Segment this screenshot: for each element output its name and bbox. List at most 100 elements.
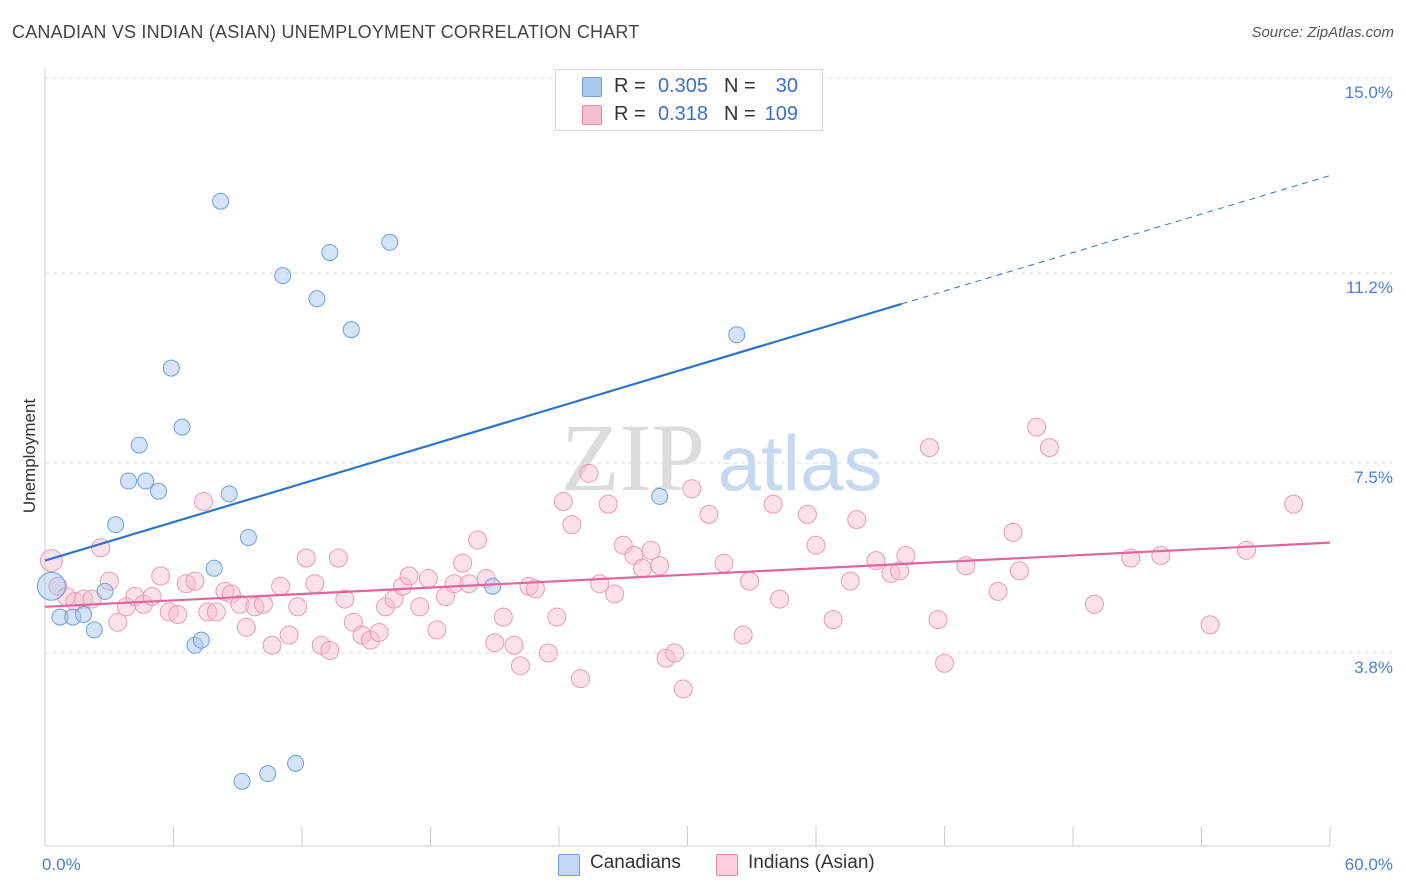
data-point-indians-asian [740, 571, 760, 591]
trend-line-indians-asian [44, 541, 1331, 608]
data-point-indians-asian [1084, 594, 1104, 614]
data-point-indians-asian [328, 548, 348, 568]
data-point-indians-asian [1284, 494, 1304, 514]
data-point-canadians [130, 436, 148, 454]
watermark-zip: ZIP [561, 404, 705, 511]
data-point-indians-asian [320, 640, 340, 660]
data-point-indians-asian [510, 656, 530, 676]
data-point-indians-asian [410, 597, 430, 617]
data-point-indians-asian [335, 589, 355, 609]
data-point-indians-asian [1027, 417, 1047, 437]
data-point-canadians [162, 359, 180, 377]
data-point-indians-asian [866, 551, 886, 571]
data-point-canadians [381, 233, 399, 251]
data-point-indians-asian [823, 610, 843, 630]
source-label: Source: ZipAtlas.com [1251, 24, 1394, 41]
data-point-indians-asian [393, 576, 413, 596]
data-point-canadians [728, 326, 746, 344]
legend-swatch-indians-asian [582, 105, 602, 125]
axes [44, 68, 1331, 847]
data-point-canadians [321, 244, 339, 262]
data-point-indians-asian [605, 584, 625, 604]
data-point-indians-asian [39, 549, 63, 573]
data-point-indians-asian [988, 581, 1008, 601]
legend-swatch-canadians [582, 77, 602, 97]
data-point-indians-asian [650, 556, 670, 576]
data-point-indians-asian [305, 574, 325, 594]
legend-n-label: N = [724, 75, 756, 97]
data-point-indians-asian [271, 576, 291, 596]
data-point-indians-asian [562, 515, 582, 535]
data-point-indians-asian [665, 643, 685, 663]
legend-n-value: 30 [775, 75, 798, 97]
data-point-indians-asian [714, 553, 734, 573]
data-point-indians-asian [1236, 540, 1256, 560]
data-point-indians-asian [847, 510, 867, 530]
data-point-canadians [36, 571, 66, 601]
data-point-indians-asian [108, 612, 128, 632]
correlation-legend: R = 0.305 N = 30 R = 0.318 N = 109 [555, 69, 823, 131]
trend-line-canadians [44, 302, 902, 562]
data-point-canadians [287, 754, 305, 772]
data-point-canadians [342, 321, 360, 339]
data-point-indians-asian [418, 569, 438, 589]
data-point-indians-asian [733, 625, 753, 645]
data-point-indians-asian [1003, 522, 1023, 542]
data-point-indians-asian [896, 545, 916, 565]
tick-labels: 3.8% 7.5% 11.2% 15.0% 0.0% 60.0% [42, 83, 1393, 874]
data-point-indians-asian [296, 548, 316, 568]
x-tick-label: 60.0% [1345, 855, 1393, 874]
data-point-indians-asian [547, 607, 567, 627]
data-point-indians-asian [920, 438, 940, 458]
data-point-canadians [259, 765, 277, 783]
data-point-indians-asian [262, 635, 282, 655]
data-point-indians-asian [493, 607, 513, 627]
data-point-indians-asian [538, 643, 558, 663]
data-point-indians-asian [253, 594, 273, 614]
y-axis-label: Unemployment [20, 399, 39, 514]
data-point-indians-asian [797, 504, 817, 524]
data-point-indians-asian [525, 579, 545, 599]
data-point-indians-asian [453, 553, 473, 573]
legend-swatch-indians-asian [716, 854, 738, 876]
data-point-indians-asian [598, 494, 618, 514]
data-point-indians-asian [168, 604, 188, 624]
data-point-indians-asian [1009, 561, 1029, 581]
data-point-canadians [205, 559, 223, 577]
data-point-canadians [308, 290, 326, 308]
data-point-indians-asian [1039, 438, 1059, 458]
data-point-canadians [107, 516, 125, 534]
data-point-indians-asian [151, 566, 171, 586]
legend-r-label: R = [614, 103, 646, 125]
data-point-canadians [484, 577, 502, 595]
data-point-indians-asian [504, 635, 524, 655]
data-point-indians-asian [185, 571, 205, 591]
data-point-indians-asian [935, 653, 954, 673]
data-point-indians-asian [763, 494, 783, 514]
data-point-indians-asian [553, 492, 573, 512]
data-point-indians-asian [230, 594, 250, 614]
data-point-indians-asian [590, 574, 610, 594]
data-point-canadians [96, 582, 114, 600]
series-indians-asian [39, 417, 1304, 699]
trend-extension-canadians [901, 175, 1331, 305]
grid [45, 77, 1392, 654]
legend-row-indians-asian: R = 0.318 N = 109 [556, 101, 822, 129]
legend-swatch-canadians [558, 854, 580, 876]
data-point-indians-asian [579, 463, 599, 483]
data-point-canadians [239, 528, 257, 546]
data-point-indians-asian [206, 602, 226, 622]
y-tick-label: 3.8% [1354, 658, 1393, 677]
legend-row-canadians: R = 0.305 N = 30 [556, 73, 822, 101]
data-point-indians-asian [459, 574, 479, 594]
data-point-indians-asian [928, 610, 948, 630]
data-point-indians-asian [1151, 545, 1171, 565]
data-point-canadians [651, 487, 669, 505]
legend-n-label: N = [724, 103, 756, 125]
watermark-atlas: atlas [718, 419, 883, 507]
data-point-indians-asian [613, 535, 633, 555]
data-point-indians-asian [485, 633, 505, 653]
data-point-canadians [233, 772, 251, 790]
data-point-indians-asian [699, 504, 719, 524]
